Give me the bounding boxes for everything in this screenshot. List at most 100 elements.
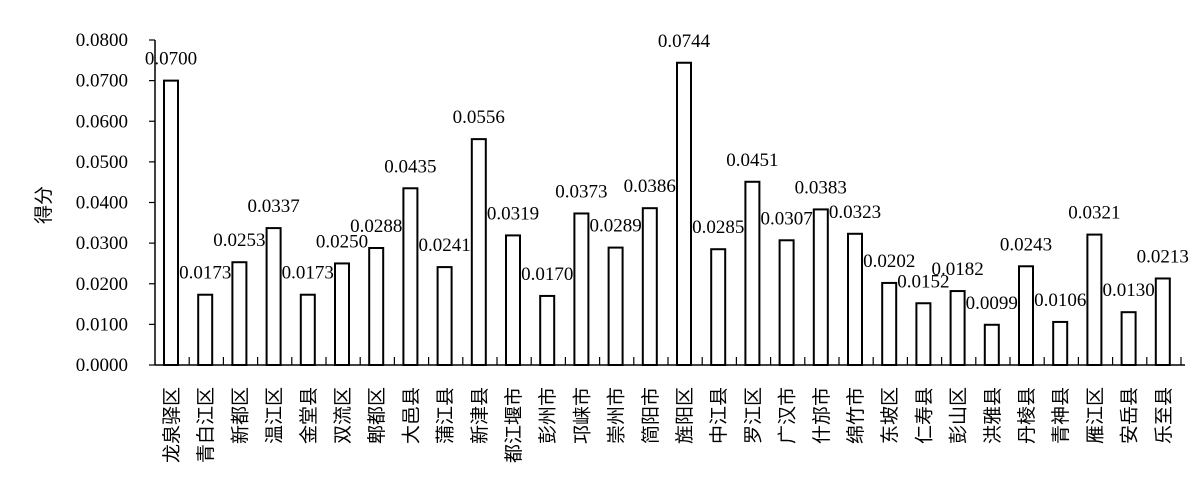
category-label: 龙泉驿区 <box>161 387 183 463</box>
bar <box>1052 320 1069 366</box>
category-label: 郫都区 <box>366 387 388 444</box>
data-label: 0.0321 <box>1068 203 1120 224</box>
y-tick-label: 0.0300 <box>76 233 128 254</box>
data-label: 0.0152 <box>897 271 949 292</box>
bar <box>881 281 898 366</box>
bar <box>505 234 521 366</box>
bar <box>163 79 179 366</box>
category-label: 青神县 <box>1050 387 1072 444</box>
data-label: 0.0744 <box>658 31 711 52</box>
bar <box>812 208 829 366</box>
data-label: 0.0202 <box>863 251 915 272</box>
category-label: 旌阳区 <box>674 387 696 444</box>
category-label: 罗江区 <box>742 387 764 444</box>
category-label: 金堂县 <box>298 387 320 444</box>
data-label: 0.0386 <box>624 176 676 197</box>
category-label: 双流区 <box>332 387 354 444</box>
bar <box>573 212 590 366</box>
data-label: 0.0373 <box>555 181 607 202</box>
data-label: 0.0241 <box>418 235 470 256</box>
category-label: 蒲江县 <box>435 387 457 444</box>
data-label: 0.0173 <box>179 263 231 284</box>
category-label: 乐至县 <box>1153 387 1175 444</box>
bar <box>1154 277 1171 366</box>
data-label: 0.0173 <box>282 263 334 284</box>
bar <box>539 294 556 366</box>
bar <box>265 227 282 366</box>
category-label: 新津县 <box>469 387 491 444</box>
category-labels-group: 龙泉驿区 青白江区 新都区 温江区 金堂县 双流区 郫都区 大邑县 蒲江县 新津县 都江堰市 彭州市邛… <box>161 387 1175 463</box>
y-tick-label: 0.0100 <box>76 314 128 335</box>
data-label: 0.0106 <box>1034 290 1086 311</box>
bar <box>847 232 863 366</box>
y-tick-label: 0.0600 <box>76 111 128 132</box>
category-label: 东坡区 <box>879 387 901 444</box>
category-label: 中江县 <box>708 387 730 444</box>
bar <box>436 266 453 366</box>
bar <box>641 207 658 366</box>
y-tick-label: 0.0500 <box>76 152 128 173</box>
bar <box>299 293 316 366</box>
y-tick-label: 0.0200 <box>76 274 128 295</box>
data-label: 0.0099 <box>966 293 1018 314</box>
bar <box>368 247 385 366</box>
bar <box>1120 311 1137 366</box>
bar <box>983 323 1000 366</box>
data-label: 0.0383 <box>795 177 847 198</box>
data-label: 0.0288 <box>350 216 402 237</box>
data-label: 0.0182 <box>931 259 983 280</box>
data-label: 0.0337 <box>247 196 299 217</box>
data-label: 0.0451 <box>726 150 778 171</box>
category-label: 都江堰市 <box>503 387 525 463</box>
bar <box>607 246 624 366</box>
y-axis-ticks: 0.0000 0.0100 0.0200 0.0300 0.0400 0.0500 0.06… <box>76 30 155 376</box>
bar <box>1018 265 1034 366</box>
data-label: 0.0556 <box>453 107 505 128</box>
bar <box>915 302 932 366</box>
category-label: 彭州市 <box>537 387 559 444</box>
data-labels-group: 0.07000.01730.02530.03370.01730.02500.02… <box>145 31 1189 314</box>
category-label: 崇州市 <box>606 387 628 444</box>
category-label: 彭山区 <box>948 387 970 444</box>
data-label: 0.0323 <box>829 202 881 223</box>
data-label: 0.0289 <box>589 216 641 237</box>
category-label: 新都区 <box>229 387 251 444</box>
bar <box>778 239 795 366</box>
y-axis-title: 得分 <box>33 186 55 224</box>
data-label: 0.0170 <box>521 264 573 285</box>
bar <box>710 248 727 366</box>
bar <box>402 187 419 366</box>
y-tick-label: 0.0800 <box>76 30 128 51</box>
category-label: 简阳市 <box>640 387 662 444</box>
category-label: 安岳县 <box>1119 387 1141 444</box>
data-label: 0.0243 <box>1000 234 1052 255</box>
data-label: 0.0307 <box>760 208 812 229</box>
category-label: 雁江区 <box>1084 387 1106 444</box>
y-tick-label: 0.0400 <box>76 193 128 214</box>
bars-group <box>163 61 1182 366</box>
category-label: 大邑县 <box>400 387 422 444</box>
category-label: 仁寿县 <box>913 387 935 444</box>
y-tick-label: 0.0000 <box>76 355 128 376</box>
data-label: 0.0700 <box>145 49 197 70</box>
category-label: 邛崃市 <box>571 387 593 444</box>
bar <box>197 293 214 366</box>
y-tick-label: 0.0700 <box>76 71 128 92</box>
data-label: 0.0285 <box>692 217 744 238</box>
bar <box>334 262 350 366</box>
bar <box>231 261 248 366</box>
data-label: 0.0250 <box>316 231 368 252</box>
data-label: 0.0253 <box>213 230 265 251</box>
data-label: 0.0435 <box>384 156 436 177</box>
category-label: 青白江区 <box>195 387 217 463</box>
bar <box>744 180 761 366</box>
bar <box>1086 233 1103 366</box>
category-label: 洪雅县 <box>982 387 1004 444</box>
category-label: 什邡市 <box>811 387 833 444</box>
category-label: 绵竹市 <box>845 387 867 444</box>
category-label: 温江区 <box>264 387 286 444</box>
bar <box>676 61 692 366</box>
data-label: 0.0213 <box>1137 246 1189 267</box>
